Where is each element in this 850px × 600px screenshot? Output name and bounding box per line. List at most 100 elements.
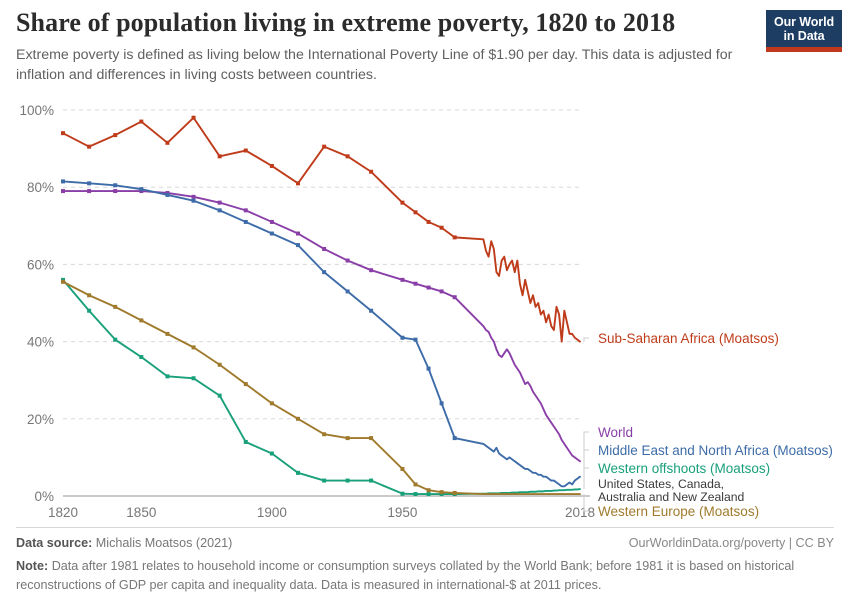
series-marker xyxy=(322,144,327,149)
series-line[interactable] xyxy=(62,280,581,496)
series-marker xyxy=(217,208,222,213)
data-series-lines[interactable] xyxy=(61,115,581,497)
series-marker xyxy=(61,189,65,194)
series-marker xyxy=(113,133,118,138)
x-axis-tick-labels: 1820 1850 1900 1950 2018 xyxy=(48,505,595,520)
series-marker xyxy=(61,279,65,284)
series-marker xyxy=(113,183,118,188)
series-marker xyxy=(400,491,405,496)
series-marker xyxy=(139,187,144,192)
series-marker xyxy=(139,355,144,360)
series-marker xyxy=(426,219,431,224)
series-marker xyxy=(113,337,118,342)
series-marker xyxy=(217,362,222,367)
series-marker xyxy=(452,436,457,441)
series-marker xyxy=(296,181,300,186)
attribution-link[interactable]: OurWorldinData.org/poverty | CC BY xyxy=(628,536,834,550)
series-marker xyxy=(400,466,405,471)
series-marker xyxy=(243,439,248,444)
series-marker xyxy=(191,345,196,350)
series-marker xyxy=(191,115,196,120)
y-tick-label: 40% xyxy=(27,335,54,350)
series-marker xyxy=(296,416,300,421)
legend-label-sub-saharan[interactable]: Sub-Saharan Africa (Moatsos) xyxy=(598,331,779,346)
series-marker xyxy=(322,270,327,275)
series-marker xyxy=(269,231,274,236)
legend-label-mena[interactable]: Middle East and North Africa (Moatsos) xyxy=(598,443,833,458)
series-line[interactable] xyxy=(62,116,581,343)
series-marker xyxy=(191,376,196,381)
y-axis-tick-labels: 0% 20% 40% 60% 80% 100% xyxy=(19,103,54,504)
series-marker xyxy=(322,246,327,251)
series-marker xyxy=(426,492,431,497)
series-marker xyxy=(413,210,418,215)
chart-subtitle: Extreme poverty is defined as living bel… xyxy=(16,46,733,84)
legend-label-western-offshoots[interactable]: Western offshoots (Moatsos) xyxy=(598,461,770,476)
series-marker xyxy=(322,432,327,437)
series-marker xyxy=(87,181,92,186)
series-marker xyxy=(296,470,300,475)
series-marker xyxy=(61,131,65,136)
series-marker xyxy=(269,451,274,456)
note-value: Data after 1981 relates to household inc… xyxy=(16,559,795,592)
series-line[interactable] xyxy=(62,180,581,488)
x-tick-label: 1900 xyxy=(257,505,287,520)
legend-connector xyxy=(583,337,589,342)
legend-connector xyxy=(583,431,589,462)
series-marker xyxy=(243,219,248,224)
series-marker xyxy=(61,179,65,184)
legend-sublabel-western-offshoots: United States, Canada, xyxy=(598,477,724,491)
legend-connector xyxy=(583,449,589,477)
series-marker xyxy=(452,490,457,495)
series-marker xyxy=(165,374,170,379)
y-tick-label: 80% xyxy=(27,180,54,195)
series-marker xyxy=(191,198,196,203)
series-marker xyxy=(165,192,170,197)
owid-logo[interactable]: Our World in Data xyxy=(766,10,842,52)
series-marker xyxy=(426,285,431,290)
legend-label-world[interactable]: World xyxy=(598,425,633,440)
chart-legend[interactable]: Sub-Saharan Africa (Moatsos) World Middle … xyxy=(598,331,833,519)
series-marker xyxy=(400,335,405,340)
series-marker xyxy=(369,169,374,174)
series-marker xyxy=(243,148,248,153)
data-source-label: Data source: xyxy=(16,536,93,550)
series-marker xyxy=(139,318,144,323)
y-tick-label: 0% xyxy=(34,489,54,504)
series-marker xyxy=(369,268,374,273)
series-marker xyxy=(413,492,418,497)
grid-lines xyxy=(63,109,580,420)
series-marker xyxy=(452,235,457,240)
series-marker xyxy=(87,144,92,149)
series-marker xyxy=(87,189,92,194)
series-marker xyxy=(243,382,248,387)
x-tick-label: 1850 xyxy=(126,505,156,520)
chart-footer: Data source: Michalis Moatsos (2021) Our… xyxy=(16,527,834,594)
chart-plot-area: 0% 20% 40% 60% 80% 100% 1820 1850 1900 1950 2018 … xyxy=(0,96,850,526)
line-chart-svg[interactable]: 0%20%40%60%80%100% 1820 1850 1900 1950 2018 … xyxy=(0,96,850,526)
legend-connectors xyxy=(583,337,589,512)
legend-connector xyxy=(583,467,589,490)
series-marker xyxy=(345,289,350,294)
page-title: Share of population living in extreme po… xyxy=(16,8,676,37)
series-marker xyxy=(269,163,274,168)
x-tick-label: 1820 xyxy=(48,505,78,520)
series-line[interactable] xyxy=(62,190,581,463)
series-line[interactable] xyxy=(62,278,581,496)
series-marker xyxy=(439,490,444,495)
series-marker xyxy=(296,231,300,236)
series-marker xyxy=(400,200,405,205)
data-source-row: Data source: Michalis Moatsos (2021) Our… xyxy=(16,534,834,552)
owid-logo-line2: in Data xyxy=(783,29,825,43)
series-marker xyxy=(296,243,300,248)
series-marker xyxy=(452,295,457,300)
series-marker xyxy=(413,337,418,342)
series-marker xyxy=(400,277,405,282)
x-tick-label: 1950 xyxy=(387,505,417,520)
series-marker xyxy=(345,436,350,441)
owid-logo-line1: Our World xyxy=(774,15,834,29)
legend-label-western-europe[interactable]: Western Europe (Moatsos) xyxy=(598,504,759,519)
series-marker xyxy=(217,200,222,205)
series-marker xyxy=(217,154,222,159)
y-tick-label: 100% xyxy=(19,103,54,118)
